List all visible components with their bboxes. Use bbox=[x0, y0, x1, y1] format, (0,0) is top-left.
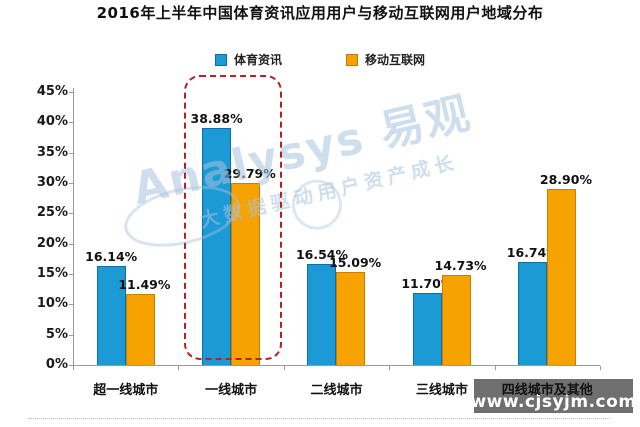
value-label: 16.14% bbox=[85, 249, 138, 264]
legend-item-mobile-internet: 移动互联网 bbox=[346, 51, 425, 68]
x-tick-mark bbox=[494, 366, 496, 370]
y-tick-mark bbox=[69, 274, 73, 275]
legend-label-sports-info: 体育资讯 bbox=[233, 53, 282, 67]
x-tick-mark bbox=[389, 366, 391, 370]
value-label: 28.90% bbox=[539, 172, 592, 187]
y-tick-mark bbox=[69, 122, 73, 124]
y-tick-label: 45% bbox=[36, 84, 68, 99]
y-tick-label: 40% bbox=[36, 114, 68, 130]
y-tick-mark bbox=[69, 92, 73, 93]
y-tick-mark bbox=[69, 152, 73, 154]
chart-title: 2016年上半年中国体育资讯应用用户与移动互联网用户地域分布 bbox=[96, 4, 544, 22]
value-label: 38.88% bbox=[190, 111, 243, 126]
x-category-label-三线城市: 三线城市 bbox=[415, 383, 468, 398]
y-tick-mark bbox=[69, 365, 73, 366]
value-label: 11.49% bbox=[118, 277, 171, 292]
bar-体育资讯-四线城市及其他: 16.74% bbox=[507, 245, 559, 365]
bar-体育资讯-一线城市: 38.88% bbox=[191, 111, 243, 365]
value-label: 11.70% bbox=[401, 276, 454, 291]
value-label: 16.74% bbox=[506, 245, 559, 260]
bar-group-超一线城市: 16.14% 11.49% bbox=[73, 92, 178, 365]
y-axis-line bbox=[73, 88, 74, 365]
y-tick-label: 5% bbox=[45, 326, 68, 342]
y-tick-mark bbox=[69, 243, 73, 245]
x-category-label-二线城市: 二线城市 bbox=[310, 383, 363, 398]
website-url-text: www.cjsyjm.com bbox=[470, 392, 637, 413]
legend-label-mobile-internet: 移动互联网 bbox=[365, 53, 426, 67]
value-label: 15.09% bbox=[329, 255, 382, 270]
y-tick-label: 35% bbox=[36, 144, 68, 160]
legend: 体育资讯 移动互联网 bbox=[0, 51, 640, 68]
y-tick-label: 0% bbox=[45, 357, 68, 372]
bar-group-一线城市: 38.88% 29.79% bbox=[178, 92, 283, 365]
y-tick-label: 10% bbox=[36, 296, 68, 312]
bar-移动互联网-二线城市: 15.09% bbox=[329, 255, 381, 365]
value-label: 16.54% bbox=[295, 247, 349, 262]
website-watermark-box: www.cjsyjm.com bbox=[470, 379, 636, 413]
bar-group-四线城市及其他: 16.74% 28.90% bbox=[495, 92, 600, 365]
x-tick-mark bbox=[283, 366, 285, 370]
y-tick-mark bbox=[69, 304, 73, 306]
x-tick-mark bbox=[600, 366, 601, 370]
y-tick-mark bbox=[69, 183, 73, 184]
bar-体育资讯-超一线城市: 16.14% bbox=[85, 249, 137, 365]
y-tick-mark bbox=[69, 213, 73, 215]
y-tick-mark bbox=[69, 334, 73, 336]
y-tick-label: 15% bbox=[36, 266, 68, 281]
y-tick-label: 25% bbox=[36, 205, 68, 221]
x-axis-line bbox=[73, 365, 600, 366]
x-category-label-一线城市: 一线城市 bbox=[205, 383, 258, 398]
bar-移动互联网-超一线城市: 11.49% bbox=[118, 277, 170, 365]
bar-移动互联网-一线城市: 29.79% bbox=[224, 166, 276, 365]
bar-group-三线城市: 11.70% 14.73% bbox=[389, 92, 494, 365]
value-label: 29.79% bbox=[223, 166, 276, 181]
y-tick-label: 30% bbox=[36, 175, 68, 190]
y-tick-label: 20% bbox=[36, 235, 68, 251]
bar-移动互联网-三线城市: 14.73% bbox=[435, 258, 487, 365]
value-label: 14.73% bbox=[434, 258, 487, 273]
legend-item-sports-info: 体育资讯 bbox=[214, 51, 282, 68]
bar-group-二线城市: 16.54% 15.09% bbox=[284, 92, 389, 365]
x-tick-mark bbox=[178, 366, 180, 370]
bar-移动互联网-四线城市及其他: 28.90% bbox=[540, 172, 592, 365]
legend-swatch-blue-icon bbox=[214, 53, 227, 66]
legend-swatch-orange-icon bbox=[346, 53, 358, 66]
x-tick-mark bbox=[73, 366, 74, 370]
x-category-label-四线城市及其他: 四线城市及其他 bbox=[501, 383, 593, 398]
x-category-label-超一线城市: 超一线城市 bbox=[93, 383, 159, 398]
bar-体育资讯-二线城市: 16.54% bbox=[296, 247, 348, 365]
bar-体育资讯-三线城市: 11.70% bbox=[401, 276, 453, 365]
bottom-divider-line bbox=[28, 418, 610, 419]
highlight-dashed-box bbox=[184, 75, 282, 360]
